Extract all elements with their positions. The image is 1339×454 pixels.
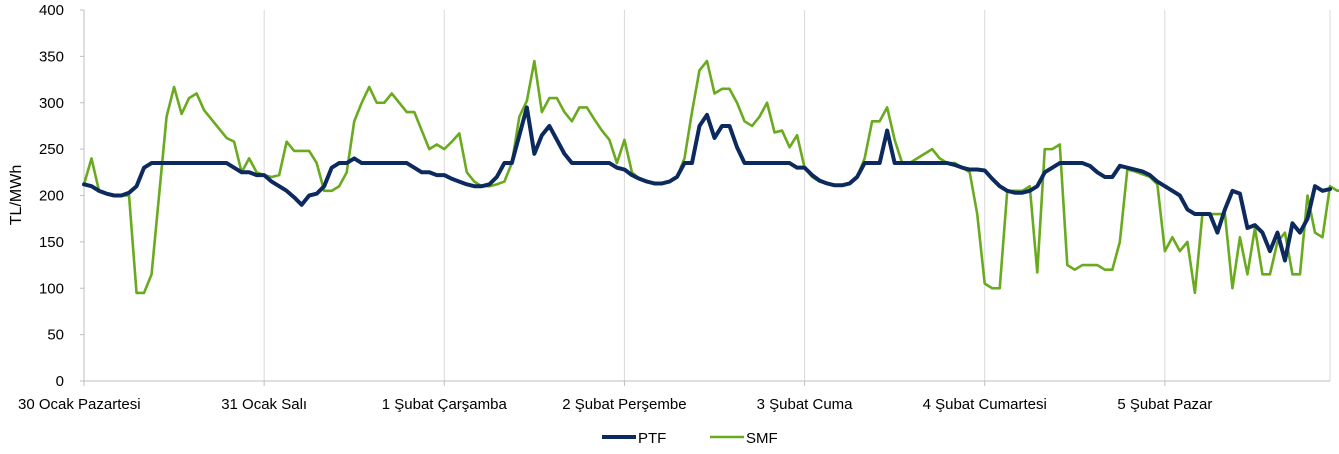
legend: PTF SMF xyxy=(602,430,778,447)
x-tick-label: 5 Şubat Pazar xyxy=(1117,396,1212,413)
y-tick-label: 0 xyxy=(56,373,64,390)
y-axis: 0 50 100 150 200 250 300 350 400 xyxy=(39,2,85,390)
y-tick-label: 150 xyxy=(39,234,64,251)
gridlines xyxy=(83,10,1331,381)
y-tick-label: 300 xyxy=(39,95,64,112)
x-tick-label: 4 Şubat Cumartesi xyxy=(923,396,1047,413)
y-tick-label: 100 xyxy=(39,280,64,297)
x-tick-label: 3 Şubat Cuma xyxy=(757,396,854,413)
legend-label-ptf: PTF xyxy=(638,430,666,447)
x-tick-label: 1 Şubat Çarşamba xyxy=(382,396,508,413)
x-tick-label: 31 Ocak Salı xyxy=(221,396,307,413)
y-tick-label: 200 xyxy=(39,188,64,205)
y-tick-label: 400 xyxy=(39,2,64,19)
x-tick-label: 2 Şubat Perşembe xyxy=(562,396,686,413)
y-tick-label: 250 xyxy=(39,141,64,158)
legend-label-smf: SMF xyxy=(746,430,778,447)
y-tick-label: 50 xyxy=(47,327,64,344)
series-group xyxy=(82,59,1339,295)
x-tick-label: 30 Ocak Pazartesi xyxy=(18,396,141,413)
x-axis: 30 Ocak Pazartesi 31 Ocak Salı 1 Şubat Çar… xyxy=(18,380,1330,413)
y-axis-title: TL/MWh xyxy=(8,165,25,225)
series-line-ptf xyxy=(82,105,1332,263)
y-tick-label: 350 xyxy=(39,48,64,65)
